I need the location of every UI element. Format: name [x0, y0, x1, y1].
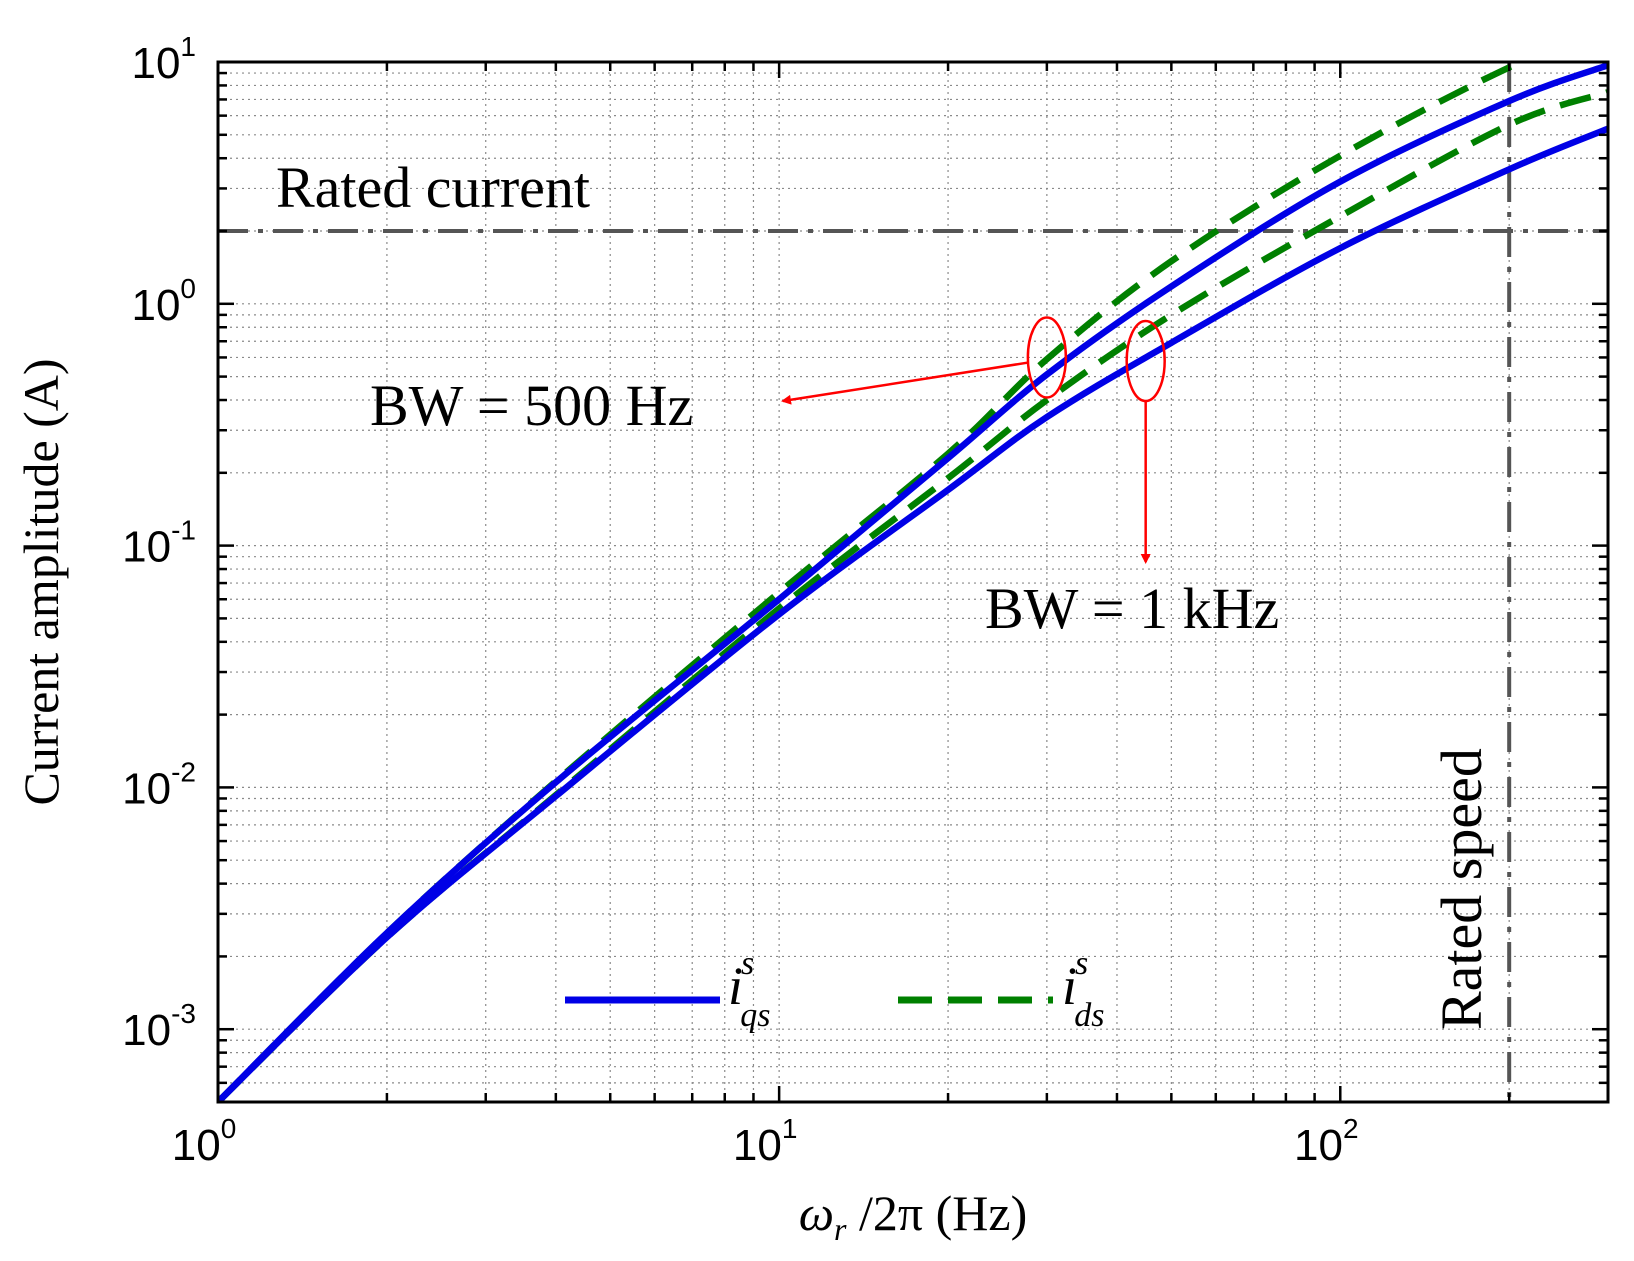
- x-tick-label: 100: [172, 1113, 237, 1170]
- annotation-ellipse-500hz: [1026, 316, 1068, 399]
- annotations: [781, 316, 1166, 564]
- x-axis-title-rest: /2π (Hz): [847, 1185, 1028, 1241]
- annotation-arrow-500hz: [781, 361, 1030, 405]
- legend-ids-sup: s: [1075, 945, 1088, 982]
- legend-iqs-symbol: i: [728, 956, 743, 1016]
- x-axis-symbol: ω: [799, 1185, 834, 1241]
- legend: is qs is ds: [565, 945, 1104, 1034]
- y-tick-label: 10-3: [122, 998, 196, 1055]
- tick-marks: [218, 62, 1608, 1102]
- legend-iqs-label: is qs: [728, 945, 770, 1034]
- y-tick-label: 10-2: [122, 756, 196, 813]
- y-tick-labels: 10-3 10-2 10-1 100 101: [122, 31, 196, 1055]
- series-layer: [218, 62, 1608, 1102]
- legend-ids-sub: ds: [1074, 997, 1104, 1034]
- x-axis-title: ωr /2π (Hz): [799, 1185, 1028, 1247]
- x-tick-label: 102: [1294, 1113, 1359, 1170]
- y-tick-label: 100: [131, 273, 196, 330]
- y-tick-label: 101: [131, 31, 196, 88]
- legend-iqs-sup: s: [741, 945, 754, 982]
- plot-area: [218, 62, 1608, 1102]
- annotation-bw-1khz: BW = 1 kHz: [985, 576, 1279, 641]
- annotation-bw-500hz: BW = 500 Hz: [370, 373, 693, 438]
- legend-iqs-sub: qs: [740, 997, 770, 1034]
- rated-current-label: Rated current: [276, 155, 590, 220]
- rated-speed-label: Rated speed: [1429, 748, 1494, 1030]
- legend-ids-symbol: i: [1062, 956, 1077, 1016]
- legend-ids-label: is ds: [1062, 945, 1104, 1034]
- y-axis-title: Current amplitude (A): [13, 358, 69, 805]
- series-line-iqs-1: [218, 125, 1608, 1102]
- x-tick-labels: 100 101 102: [172, 1113, 1359, 1170]
- series-line-iqs-0: [218, 62, 1608, 1102]
- x-axis-subscript: r: [834, 1211, 847, 1247]
- y-tick-label: 10-1: [122, 515, 196, 572]
- x-tick-label: 101: [733, 1113, 798, 1170]
